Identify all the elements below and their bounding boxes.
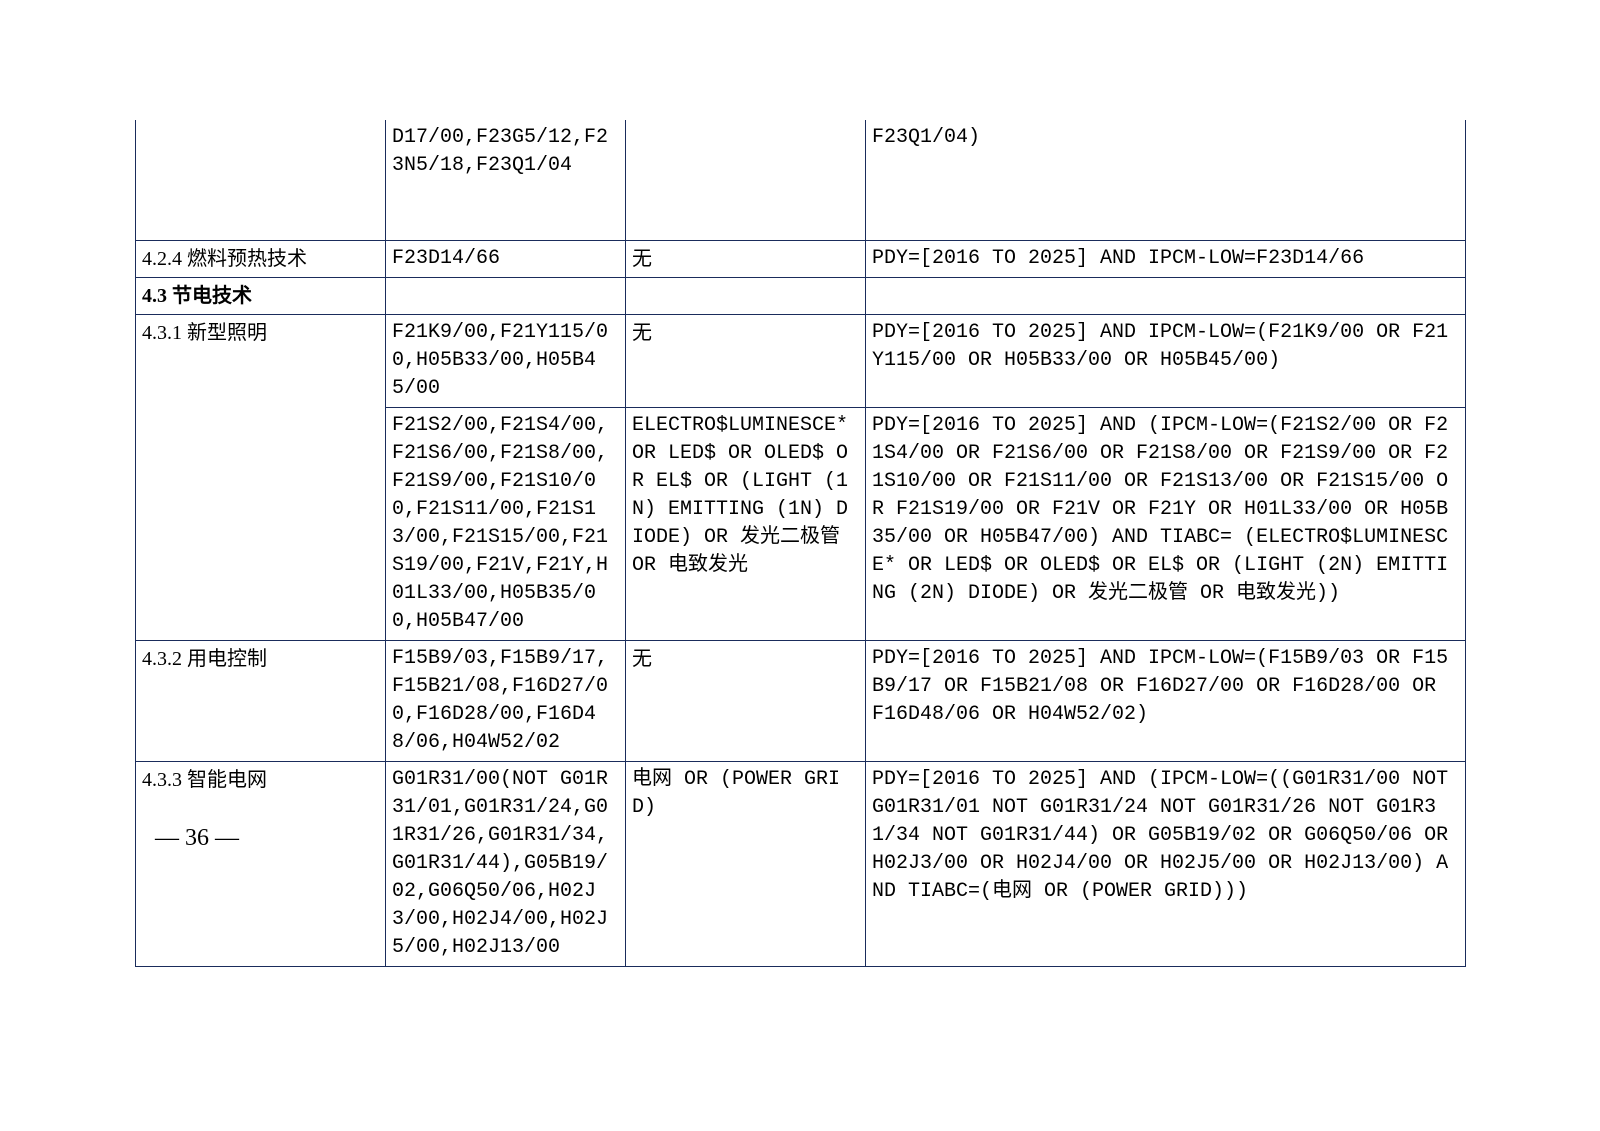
page: D17/00,F23G5/12,F23N5/18,F23Q1/04 F23Q1/… (0, 0, 1600, 1131)
cell-ipc: F21S2/00,F21S4/00,F21S6/00,F21S8/00,F21S… (386, 408, 626, 641)
cell-query: PDY=[2016 TO 2025] AND IPCM-LOW=F23D14/6… (866, 241, 1466, 278)
cell-keyword (626, 278, 866, 315)
cell-keyword: 无 (626, 241, 866, 278)
cell-section: 4.3 节电技术 (136, 278, 386, 315)
table-row: 4.3.1 新型照明 F21K9/00,F21Y115/00,H05B33/00… (136, 315, 1466, 408)
cell-keyword: 无 (626, 315, 866, 408)
cell-query (866, 278, 1466, 315)
classification-table: D17/00,F23G5/12,F23N5/18,F23Q1/04 F23Q1/… (135, 120, 1466, 967)
cell-section (136, 120, 386, 241)
cell-ipc: G01R31/00(NOT G01R31/01,G01R31/24,G01R31… (386, 762, 626, 967)
cell-query: PDY=[2016 TO 2025] AND IPCM-LOW=(F21K9/0… (866, 315, 1466, 408)
cell-query: PDY=[2016 TO 2025] AND IPCM-LOW=(F15B9/0… (866, 641, 1466, 762)
cell-section: 4.3.3 智能电网 (136, 762, 386, 967)
table-row: 4.3.2 用电控制 F15B9/03,F15B9/17,F15B21/08,F… (136, 641, 1466, 762)
cell-ipc: D17/00,F23G5/12,F23N5/18,F23Q1/04 (386, 120, 626, 241)
cell-query: F23Q1/04) (866, 120, 1466, 241)
cell-ipc (386, 278, 626, 315)
cell-ipc: F15B9/03,F15B9/17,F15B21/08,F16D27/00,F1… (386, 641, 626, 762)
page-number: — 36 — (155, 825, 239, 852)
cell-section: 4.3.1 新型照明 (136, 315, 386, 641)
cell-section: 4.3.2 用电控制 (136, 641, 386, 762)
cell-keyword (626, 120, 866, 241)
table-row: 4.2.4 燃料预热技术 F23D14/66 无 PDY=[2016 TO 20… (136, 241, 1466, 278)
cell-ipc: F21K9/00,F21Y115/00,H05B33/00,H05B45/00 (386, 315, 626, 408)
table-row: 4.3.3 智能电网 G01R31/00(NOT G01R31/01,G01R3… (136, 762, 1466, 967)
cell-query: PDY=[2016 TO 2025] AND (IPCM-LOW=(F21S2/… (866, 408, 1466, 641)
cell-keyword: 无 (626, 641, 866, 762)
cell-section: 4.2.4 燃料预热技术 (136, 241, 386, 278)
cell-query: PDY=[2016 TO 2025] AND (IPCM-LOW=((G01R3… (866, 762, 1466, 967)
table-row: D17/00,F23G5/12,F23N5/18,F23Q1/04 F23Q1/… (136, 120, 1466, 241)
cell-ipc: F23D14/66 (386, 241, 626, 278)
cell-keyword: 电网 OR (POWER GRID) (626, 762, 866, 967)
cell-keyword: ELECTRO$LUMINESCE* OR LED$ OR OLED$ OR E… (626, 408, 866, 641)
table-row: 4.3 节电技术 (136, 278, 1466, 315)
